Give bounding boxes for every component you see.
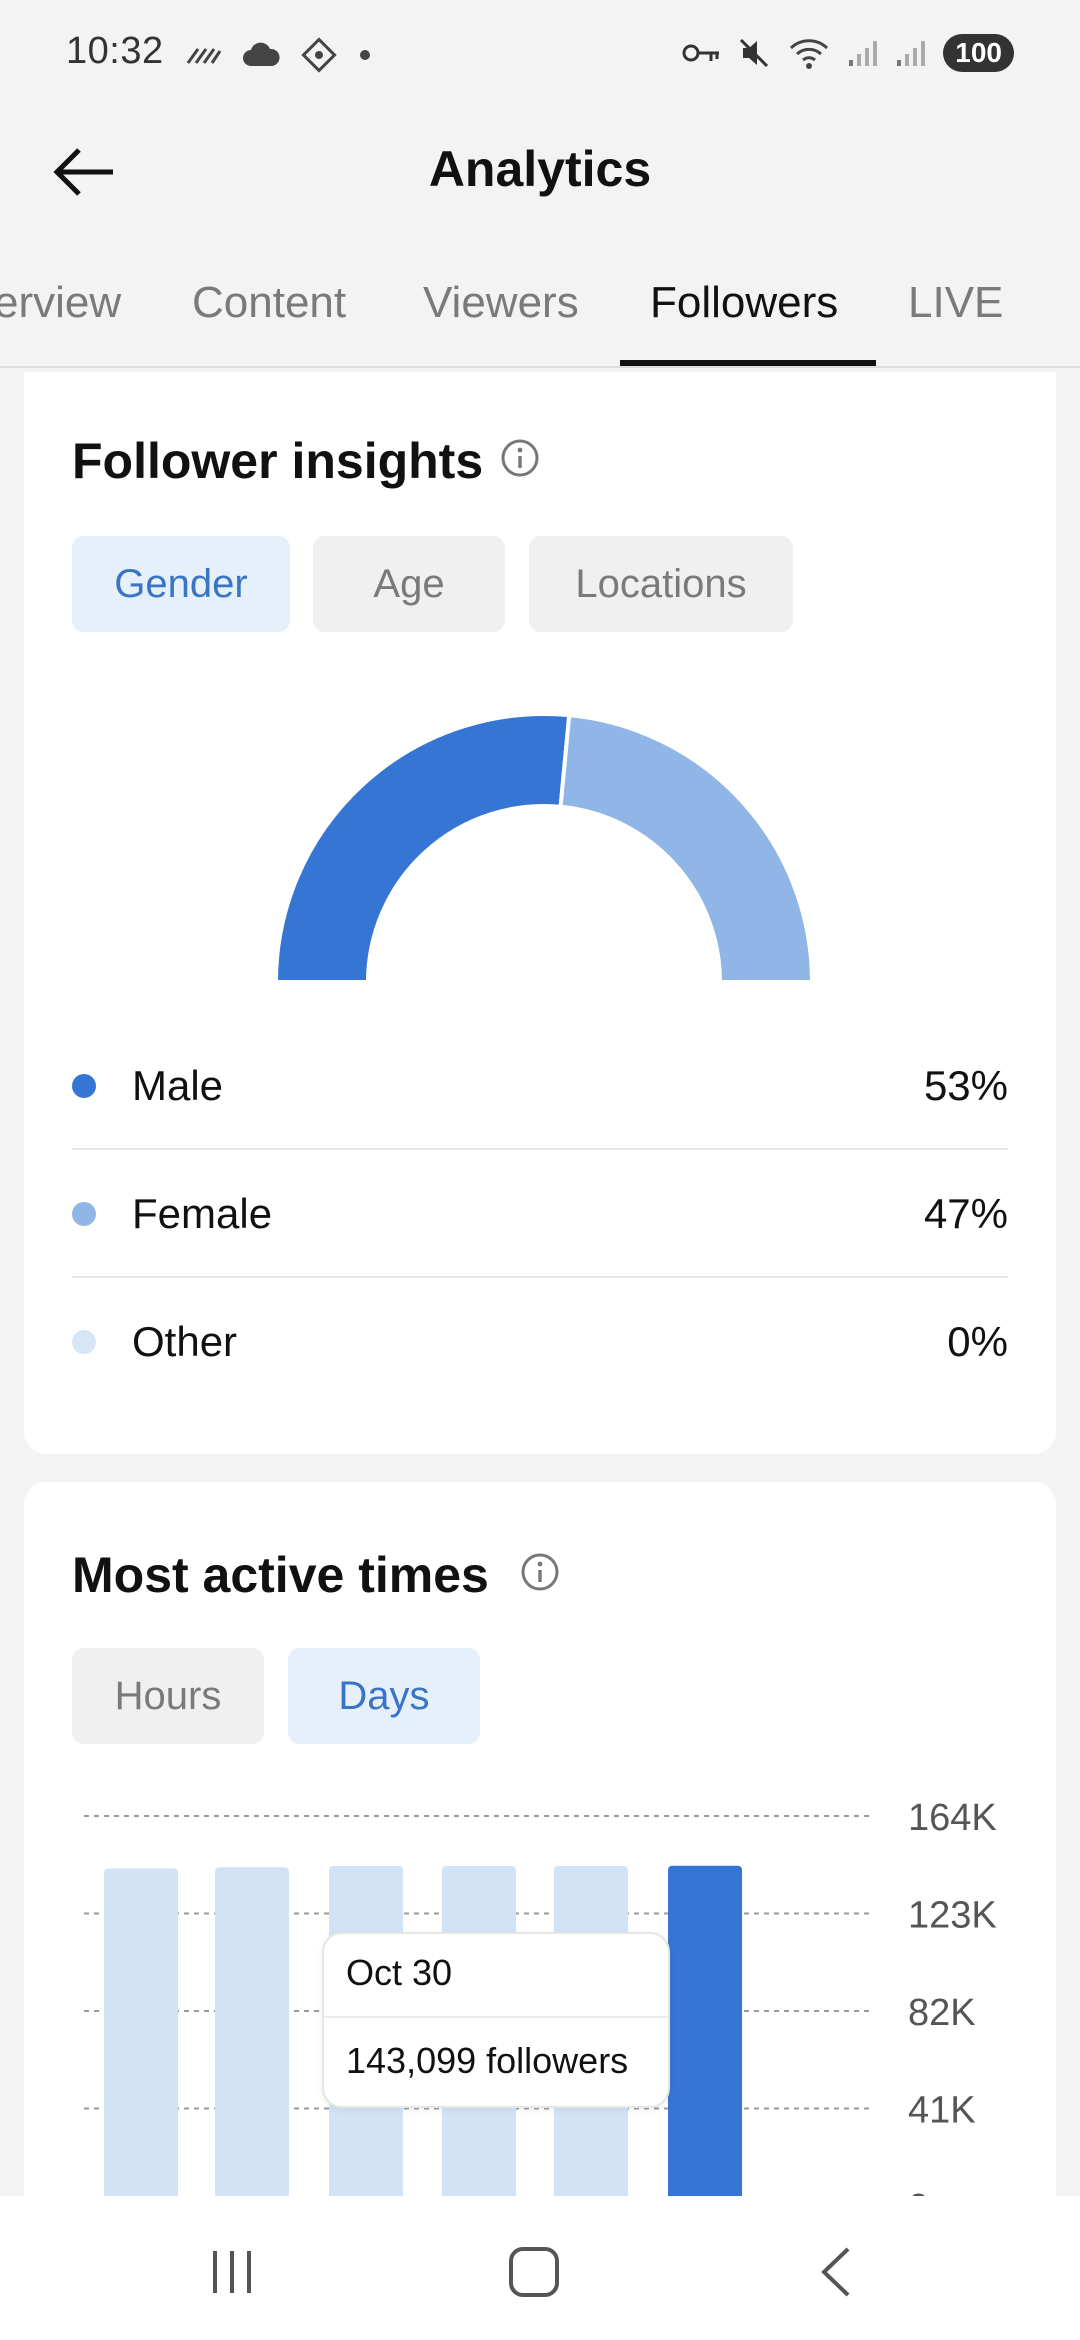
legend-label-female: Female <box>132 1190 273 1237</box>
tab-followers[interactable]: Followers <box>650 278 839 327</box>
active-tab-indicator <box>620 360 876 366</box>
tab-viewers[interactable]: Viewers <box>423 278 579 327</box>
home-button[interactable] <box>494 2232 574 2312</box>
cloud-icon <box>243 42 280 66</box>
y-tick-label: 82K <box>908 1992 976 2034</box>
recent-apps-button[interactable] <box>192 2232 272 2312</box>
nav-back-button[interactable] <box>796 2232 876 2312</box>
mute-icon <box>740 38 769 68</box>
legend-label-other: Other <box>132 1318 238 1365</box>
analytics-tabs: erview Content Viewers Followers LIVE <box>0 262 1080 368</box>
y-tick-label: 41K <box>908 2090 976 2132</box>
legend-row-other: Other 0% <box>72 1278 1008 1406</box>
legend-row-male: Male 53% <box>72 1022 1008 1150</box>
legend-row-female: Female 47% <box>72 1150 1008 1278</box>
legend-value-male: 53% <box>923 1062 1008 1109</box>
segment-days[interactable]: Days <box>288 1648 480 1744</box>
key-icon <box>682 44 720 62</box>
status-bar: 10:32 100 <box>0 0 1080 110</box>
info-icon[interactable] <box>520 1552 560 1592</box>
signal-stripes-icon <box>186 48 222 64</box>
tooltip-divider <box>324 2016 668 2018</box>
tab-live[interactable]: LIVE <box>908 278 1004 327</box>
y-tick-label: 123K <box>908 1895 997 1937</box>
wifi-icon <box>790 39 829 69</box>
cell-signal-icon <box>897 41 926 66</box>
legend-value-other: 0% <box>947 1318 1008 1365</box>
chart-tooltip: Oct 30 143,099 followers <box>322 1932 670 2108</box>
page-title: Analytics <box>428 141 652 197</box>
info-icon[interactable] <box>500 438 540 478</box>
tab-content[interactable]: Content <box>192 278 347 327</box>
follower-insights-title: Follower insights <box>72 433 484 489</box>
tooltip-date: Oct 30 <box>346 1952 453 1993</box>
legend-dot-male <box>72 1074 96 1098</box>
back-button[interactable] <box>44 132 124 212</box>
home-icon <box>509 2247 559 2297</box>
status-time: 10:32 <box>66 30 164 72</box>
tooltip-value: 143,099 followers <box>346 2040 629 2081</box>
tab-overview[interactable]: erview <box>0 278 122 327</box>
segment-locations[interactable]: Locations <box>529 536 793 632</box>
status-right-icons: 100 <box>681 34 1014 72</box>
status-left-icons <box>186 36 372 74</box>
recent-apps-icon <box>213 2251 251 2293</box>
y-tick-label: 164K <box>908 1797 997 1839</box>
back-icon <box>821 2247 850 2297</box>
battery-indicator: 100 <box>943 34 1014 72</box>
segment-hours[interactable]: Hours <box>72 1648 264 1744</box>
cell-signal-icon <box>849 41 878 66</box>
segment-age[interactable]: Age <box>313 536 505 632</box>
system-nav-bar <box>0 2196 1080 2340</box>
legend-label-male: Male <box>132 1062 224 1109</box>
gender-half-donut-chart <box>274 712 814 984</box>
legend-dot-other <box>72 1330 96 1354</box>
legend-dot-female <box>72 1202 96 1226</box>
most-active-times-title: Most active times <box>72 1547 489 1603</box>
diamond-app-icon <box>301 37 337 73</box>
legend-value-female: 47% <box>923 1190 1008 1237</box>
dot-icon <box>360 50 370 60</box>
donut-slice-female <box>558 713 814 984</box>
arrow-left-icon <box>53 148 113 196</box>
app-header: Analytics <box>0 110 1080 230</box>
donut-slice-male <box>274 712 572 984</box>
follower-insights-card: Follower insights Gender Age Locations M… <box>24 372 1056 1454</box>
segment-gender[interactable]: Gender <box>72 536 290 632</box>
